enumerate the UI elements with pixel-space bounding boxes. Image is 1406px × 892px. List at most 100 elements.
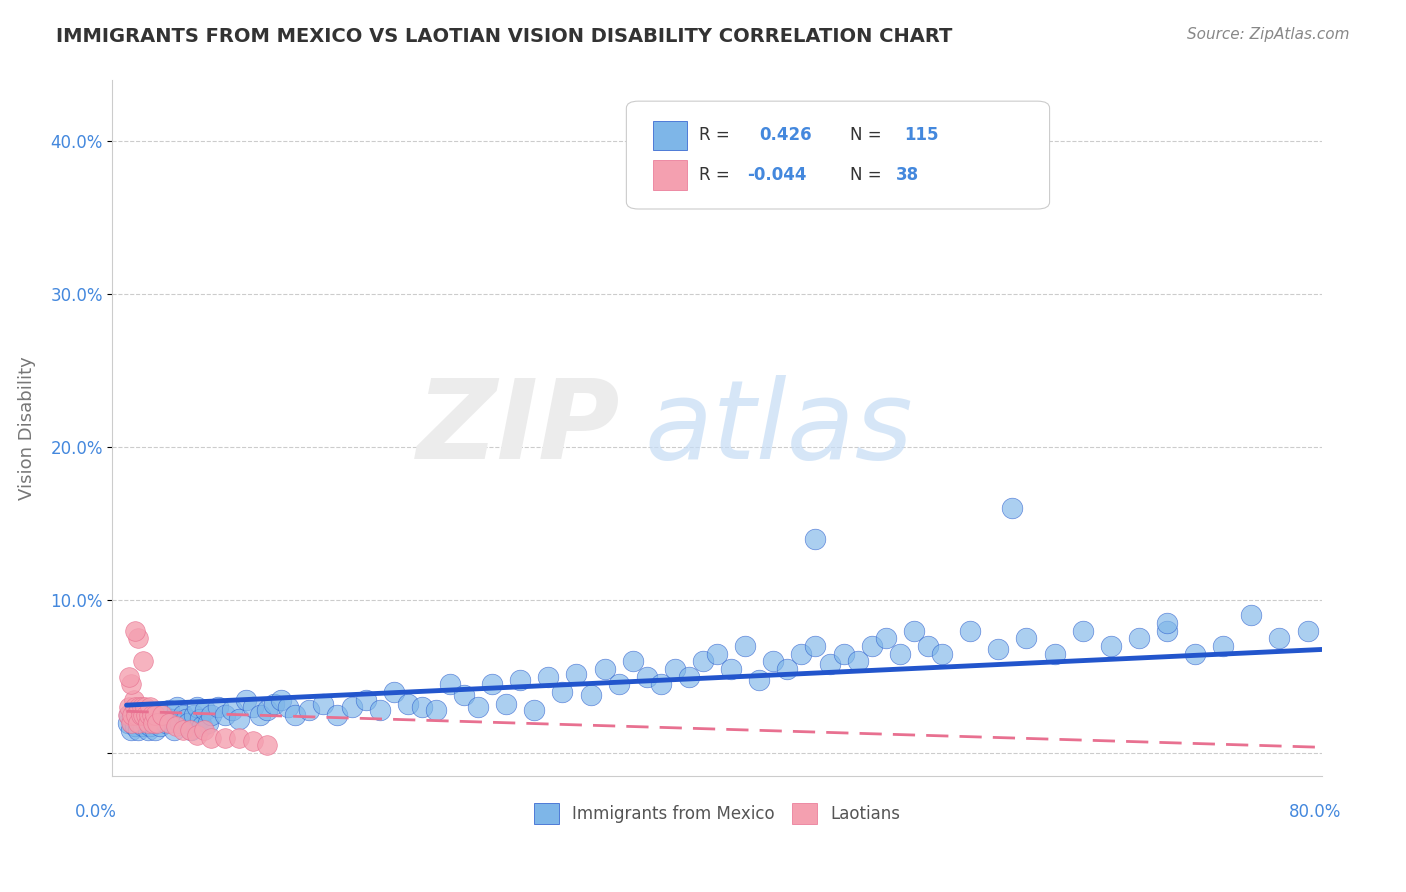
Point (1324, 616, 1347, 631)
FancyBboxPatch shape (652, 161, 688, 189)
Point (340, 700, 363, 714)
Point (132, 707, 155, 722)
Point (118, 670, 141, 684)
Point (169, 715, 191, 730)
Point (143, 707, 166, 722)
Point (146, 713, 169, 727)
Point (242, 734, 264, 748)
Point (121, 715, 143, 730)
Point (179, 723, 201, 738)
Point (221, 703, 243, 717)
Point (748, 673, 770, 687)
Point (678, 670, 700, 684)
Y-axis label: Vision Disability: Vision Disability (18, 356, 37, 500)
Point (134, 707, 156, 722)
Point (120, 723, 142, 738)
Point (875, 632, 897, 646)
Point (931, 647, 953, 661)
Point (249, 707, 271, 722)
Point (256, 739, 278, 753)
Point (650, 677, 672, 691)
Point (157, 715, 180, 730)
Point (194, 703, 217, 717)
Point (1099, 639, 1122, 653)
Point (621, 654, 644, 668)
Point (125, 713, 148, 727)
Point (131, 700, 153, 714)
Text: R =: R = (699, 166, 730, 184)
Point (396, 697, 419, 711)
Point (495, 697, 517, 711)
Point (1156, 624, 1178, 638)
Legend: Immigrants from Mexico, Laotians: Immigrants from Mexico, Laotians (527, 797, 907, 830)
Point (959, 624, 981, 638)
Point (579, 688, 602, 702)
Point (312, 697, 335, 711)
Point (235, 692, 257, 706)
Point (804, 639, 827, 653)
Point (734, 639, 756, 653)
Point (139, 718, 162, 732)
Point (150, 707, 173, 722)
Point (1156, 616, 1178, 631)
Point (1212, 639, 1234, 653)
Point (467, 700, 489, 714)
Point (214, 707, 236, 722)
Point (270, 692, 292, 706)
Point (142, 715, 165, 730)
Text: 38: 38 (896, 166, 920, 184)
Point (186, 700, 208, 714)
Point (141, 707, 163, 722)
Point (537, 670, 560, 684)
Point (425, 703, 447, 717)
Point (228, 713, 250, 727)
Text: R =: R = (699, 127, 730, 145)
Point (129, 707, 152, 722)
Point (136, 715, 159, 730)
Point (163, 723, 186, 738)
Point (664, 662, 686, 676)
Point (987, 642, 1010, 657)
Point (172, 707, 194, 722)
Point (193, 723, 215, 738)
Point (636, 670, 658, 684)
Point (523, 703, 546, 717)
Point (117, 715, 139, 730)
Text: 0.426: 0.426 (759, 127, 813, 145)
Point (128, 700, 150, 714)
Point (1043, 647, 1066, 661)
Point (277, 700, 299, 714)
Point (263, 697, 285, 711)
Point (135, 715, 157, 730)
Text: 0.0%: 0.0% (75, 803, 117, 821)
Point (607, 677, 630, 691)
Point (127, 723, 149, 738)
Point (127, 715, 149, 730)
Point (368, 703, 391, 717)
Point (160, 713, 183, 727)
Point (481, 677, 503, 691)
Point (186, 728, 208, 742)
Point (138, 713, 160, 727)
Point (121, 707, 143, 722)
Point (818, 657, 841, 672)
Point (149, 718, 172, 732)
Point (136, 723, 159, 738)
Point (146, 715, 169, 730)
Point (174, 713, 197, 727)
FancyBboxPatch shape (626, 101, 1049, 209)
Point (453, 688, 475, 702)
Point (142, 715, 165, 730)
Text: 115: 115 (904, 127, 939, 145)
Text: ZIP: ZIP (416, 375, 620, 482)
Text: Source: ZipAtlas.com: Source: ZipAtlas.com (1187, 27, 1350, 42)
Point (131, 713, 153, 727)
Point (706, 647, 728, 661)
Text: N =: N = (851, 127, 882, 145)
Point (256, 703, 278, 717)
Point (242, 700, 264, 714)
Point (157, 703, 180, 717)
Text: IMMIGRANTS FROM MEXICO VS LAOTIAN VISION DISABILITY CORRELATION CHART: IMMIGRANTS FROM MEXICO VS LAOTIAN VISION… (56, 27, 953, 45)
Point (191, 718, 214, 732)
Point (889, 647, 911, 661)
